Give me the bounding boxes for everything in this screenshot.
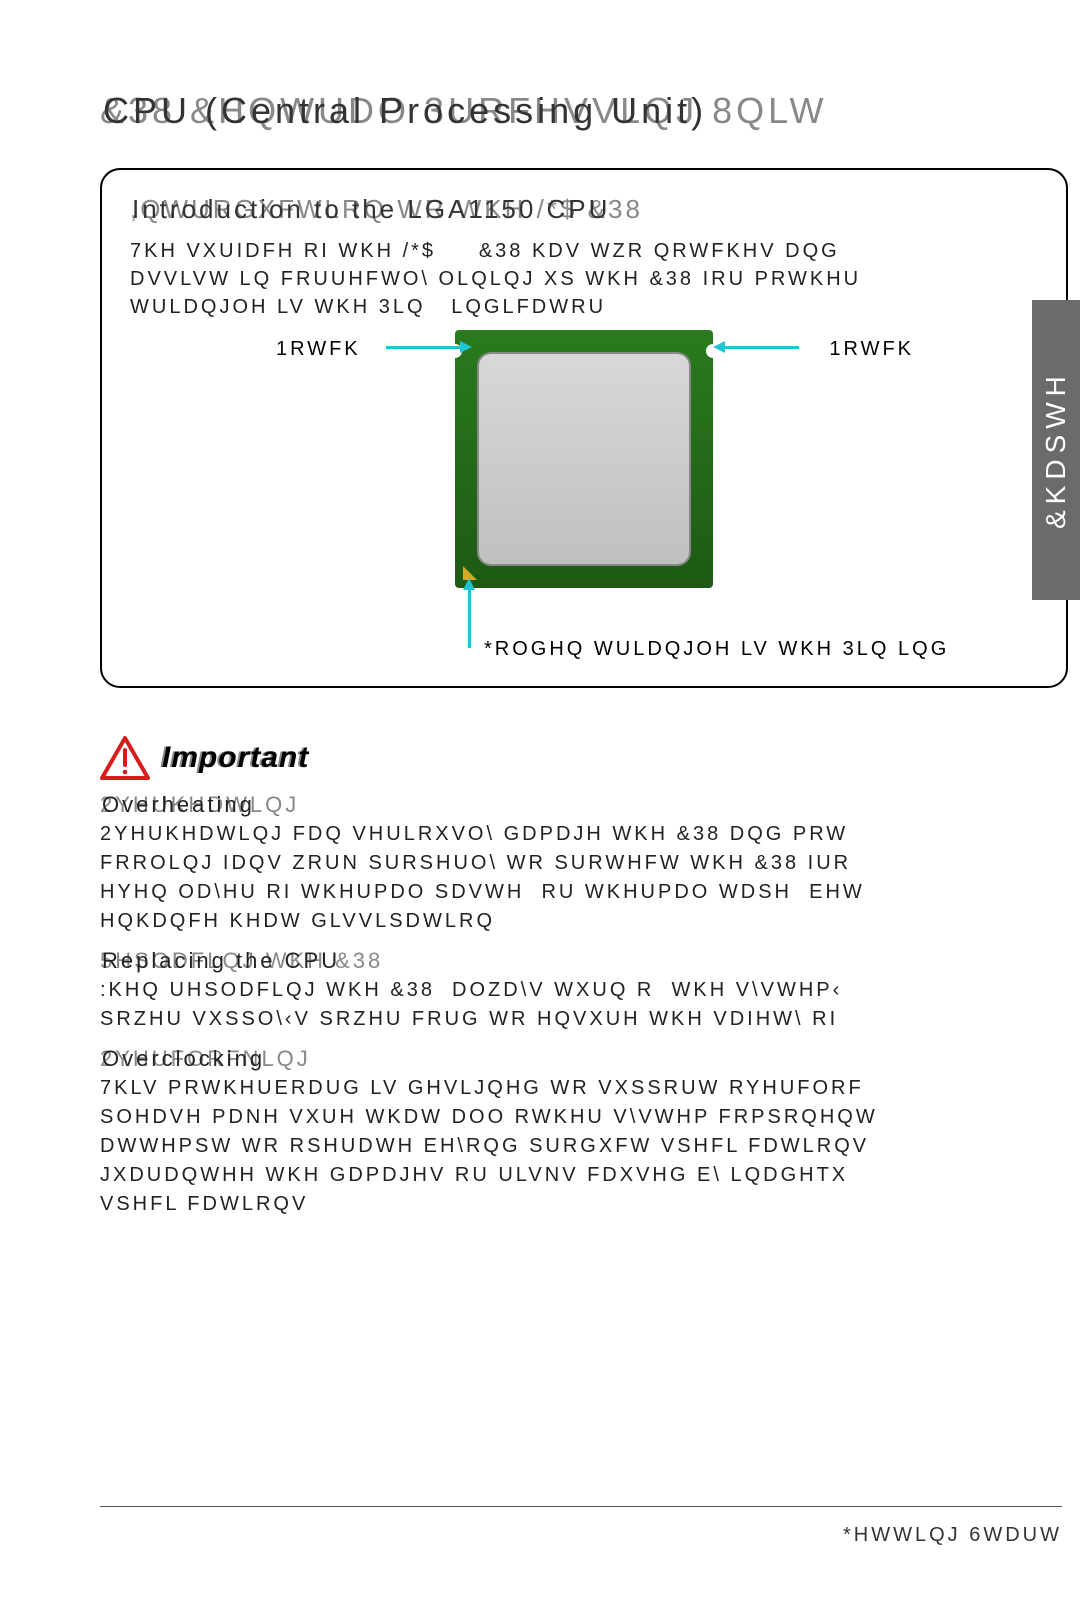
page-title: &38 &HQWUDO 3URFHVVLQJ 8QLW CPU (Central… xyxy=(100,90,827,132)
overclocking-body: 7KLV PRWKHUERDUG LV GHVLJQHG WR VXSSRUW … xyxy=(100,1074,1068,1219)
notch-left-label: 1RWFK xyxy=(276,338,361,361)
overclocking-heading: 2YHUFORFNLQJ Overclocking xyxy=(100,1046,1068,1072)
diagram-title-readable: Introduction to the LGA1150 CPU xyxy=(132,194,610,225)
important-header: Important Important xyxy=(100,736,1068,780)
replacing-heading-readable: Replacing the CPU xyxy=(102,948,340,974)
important-label: Important Important xyxy=(160,741,307,775)
overheating-body: 2YHUKHDWLQJ FDQ VHULRXVO\ GDPDJH WKH &38… xyxy=(100,820,1068,936)
overclocking-heading-readable: Overclocking xyxy=(102,1046,265,1072)
replacing-body: :KHQ UHSODFLQJ WKH &38 DOZD\V WXUQ R WKH… xyxy=(100,976,1068,1034)
chapter-side-tab: &KDSWH xyxy=(1032,300,1080,600)
footer-text: *HWWLQJ 6WDUW xyxy=(843,1524,1062,1547)
footer-rule xyxy=(100,1506,1062,1507)
warning-icon xyxy=(100,736,150,780)
arrow-left xyxy=(386,346,460,349)
arrow-right xyxy=(725,346,799,349)
cpu-die xyxy=(477,352,691,566)
overheating-heading-readable: Overheating xyxy=(102,792,255,818)
notch-right-label: 1RWFK xyxy=(829,338,914,361)
pin1-label: *ROGHQ WULDQJOH LV WKH 3LQ LQG xyxy=(484,638,949,661)
arrowhead-up-icon xyxy=(463,578,475,590)
arrow-bottom xyxy=(468,590,471,648)
important-section: Important Important 2YHUKHDWLQJ Overheat… xyxy=(100,736,1068,1219)
diagram-title: ,QWURGXFWLRQ WR WKH /*$ &38 Introduction… xyxy=(130,194,1038,225)
arrowhead-right-icon xyxy=(460,341,472,353)
overheating-heading: 2YHUKHDWLQJ Overheating xyxy=(100,792,1068,818)
arrowhead-left-icon xyxy=(713,341,725,353)
cpu-chip xyxy=(455,330,713,588)
page-title-readable: CPU (Central Processing Unit) xyxy=(103,90,707,132)
cpu-illustration: 1RWFK 1RWFK *ROGHQ WULDQJOH LV WKH 3LQ L… xyxy=(184,300,984,660)
important-label-text: Important xyxy=(162,741,309,775)
replacing-heading: 5HSODFLQJ WKH &38 Replacing the CPU xyxy=(100,948,1068,974)
cpu-diagram-box: ,QWURGXFWLRQ WR WKH /*$ &38 Introduction… xyxy=(100,168,1068,688)
